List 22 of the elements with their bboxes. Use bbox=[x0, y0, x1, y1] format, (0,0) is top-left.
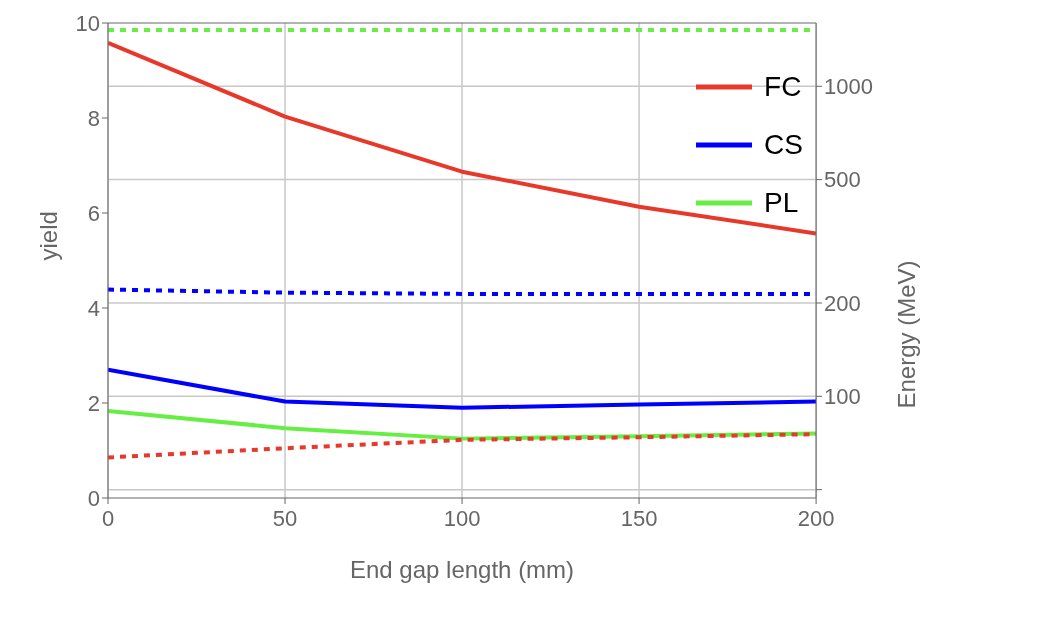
y2-tick-label: 1000 bbox=[824, 74, 874, 100]
legend-label: PL bbox=[764, 186, 799, 220]
y-axis-title: yield bbox=[34, 211, 62, 261]
y2-tick-label: 100 bbox=[824, 384, 861, 410]
x-tick-label: 100 bbox=[443, 505, 481, 531]
x-axis-title: End gap length (mm) bbox=[349, 556, 575, 583]
line-series bbox=[108, 367, 817, 410]
x-tick-label: 50 bbox=[272, 505, 298, 531]
y2-axis-title: Energy (MeV) bbox=[892, 260, 920, 409]
y-tick-label: 6 bbox=[87, 200, 100, 226]
legend-label: CS bbox=[764, 128, 803, 162]
legend-label: FC bbox=[764, 70, 802, 104]
y-tick-label: 8 bbox=[87, 105, 100, 131]
y-tick-label: 4 bbox=[87, 295, 100, 321]
y-tick-label: 2 bbox=[87, 390, 100, 416]
y-tick-label: 0 bbox=[87, 485, 100, 511]
x-tick-label: 150 bbox=[620, 505, 658, 531]
x-tick-label: 200 bbox=[797, 505, 835, 531]
y-tick-label: 10 bbox=[75, 10, 100, 36]
line-series bbox=[108, 40, 817, 236]
y2-tick-label: 200 bbox=[824, 290, 861, 316]
y2-tick-label: 500 bbox=[824, 167, 861, 193]
